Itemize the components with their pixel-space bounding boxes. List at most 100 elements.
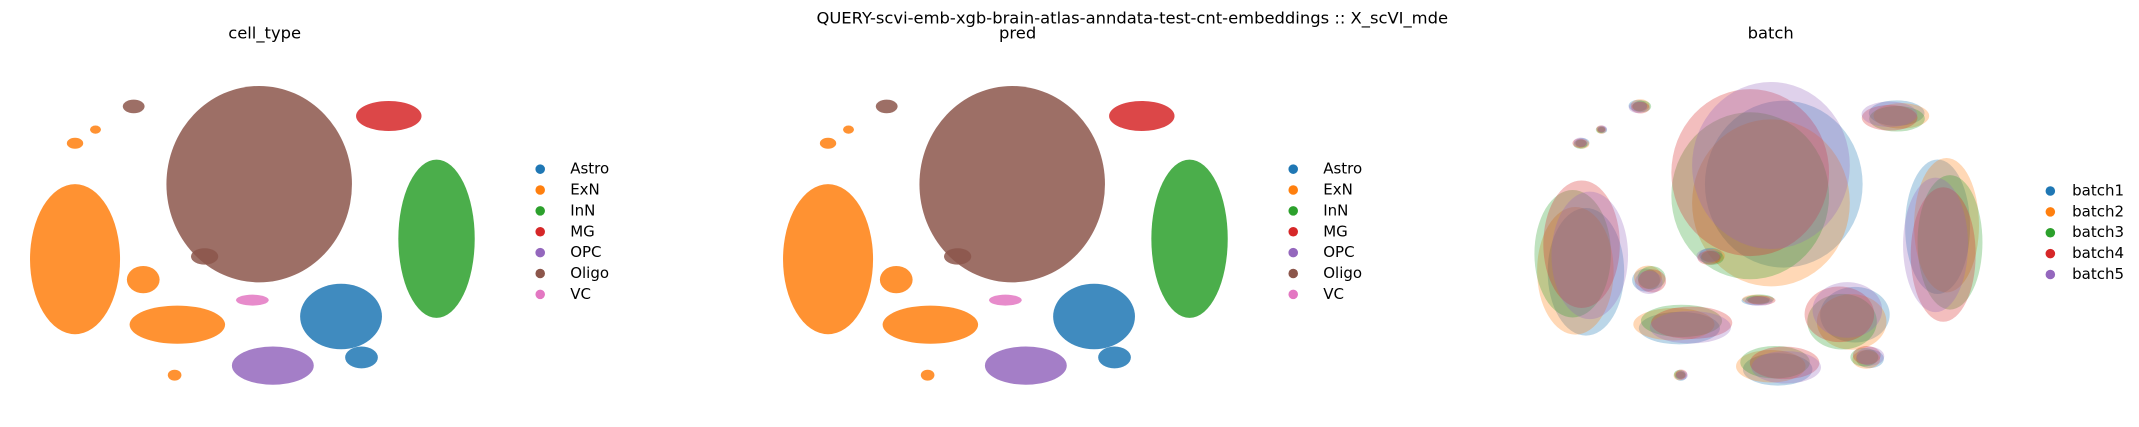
cluster <box>300 283 382 350</box>
cluster <box>1631 99 1650 111</box>
legend-label: MG <box>1323 222 1348 240</box>
cluster <box>1109 100 1175 131</box>
cluster <box>882 305 979 344</box>
cluster <box>30 184 121 335</box>
cluster <box>1692 119 1850 287</box>
cluster <box>1812 282 1883 338</box>
cluster <box>1869 106 1925 132</box>
legend-label: ExN <box>570 181 600 199</box>
cluster <box>1852 350 1881 369</box>
cluster <box>1868 100 1925 126</box>
legend-label: batch4 <box>2072 244 2124 262</box>
panel-title: cell_type <box>228 24 301 44</box>
cluster <box>1740 345 1810 379</box>
figure-title: QUERY-scvi-emb-xgb-brain-atlas-anndata-t… <box>816 9 1448 29</box>
cluster <box>1573 137 1588 147</box>
cluster <box>1640 304 1723 338</box>
legend-marker <box>2045 269 2056 280</box>
legend-label: batch2 <box>2072 202 2124 220</box>
cluster <box>1547 208 1625 336</box>
legend-marker <box>2045 248 2056 259</box>
legend-marker <box>535 227 545 237</box>
cluster <box>1637 266 1666 290</box>
cluster <box>1917 175 1983 310</box>
cluster <box>1905 159 1971 295</box>
cluster <box>1747 295 1776 305</box>
cluster <box>1749 346 1820 380</box>
cluster <box>398 159 475 318</box>
legend-label: VC <box>1323 285 1344 303</box>
cluster <box>1673 370 1686 381</box>
cluster <box>1098 346 1131 369</box>
cluster <box>1595 126 1606 134</box>
cluster <box>1534 189 1611 318</box>
legend-label: InN <box>570 201 595 219</box>
cluster <box>1736 350 1806 383</box>
cluster <box>1572 138 1587 148</box>
cluster <box>1914 157 1979 293</box>
cluster <box>1537 207 1614 335</box>
cluster <box>1751 351 1821 384</box>
cluster <box>235 294 269 306</box>
cluster <box>783 184 874 335</box>
legend-label: Astro <box>570 160 609 178</box>
cluster <box>66 137 84 149</box>
cluster <box>1700 250 1724 265</box>
cluster <box>875 99 898 114</box>
embedding <box>1534 82 1983 386</box>
cluster <box>345 346 378 369</box>
cluster <box>90 125 101 134</box>
cluster <box>129 305 226 344</box>
cluster <box>1671 89 1830 257</box>
cluster <box>1910 187 1976 322</box>
legend-label: ExN <box>1323 181 1353 199</box>
cluster <box>356 100 422 131</box>
cluster <box>1649 311 1731 344</box>
cluster <box>1638 311 1720 345</box>
legend-marker <box>535 289 545 300</box>
legend-label: Astro <box>1323 160 1362 178</box>
legend-marker <box>1288 185 1298 195</box>
cluster <box>843 125 854 134</box>
cluster <box>126 266 160 294</box>
cluster <box>1632 268 1660 292</box>
cluster <box>231 346 314 385</box>
cluster <box>1807 293 1877 350</box>
cluster <box>1692 82 1850 249</box>
legend-marker <box>1288 206 1298 216</box>
cluster <box>1151 159 1228 318</box>
embedding <box>783 85 1228 385</box>
cluster <box>1675 371 1687 381</box>
cluster <box>1744 296 1773 306</box>
cluster <box>1551 191 1629 320</box>
cluster <box>166 85 352 283</box>
cluster <box>989 294 1022 306</box>
cluster <box>1676 370 1688 380</box>
cluster <box>1633 308 1715 341</box>
cluster <box>1697 250 1721 265</box>
cluster <box>167 369 182 381</box>
cluster <box>1633 265 1662 289</box>
cluster <box>1053 283 1135 350</box>
legend-marker <box>1288 227 1298 237</box>
cluster <box>1850 347 1879 367</box>
cluster <box>1804 286 1875 343</box>
cluster <box>1696 249 1720 263</box>
legend-label: batch3 <box>2072 223 2124 241</box>
cluster <box>1638 269 1667 293</box>
legend-label: Oligo <box>1323 264 1362 282</box>
cluster <box>1671 112 1830 280</box>
cluster <box>1741 295 1770 306</box>
cluster <box>1573 139 1588 149</box>
cluster <box>1742 353 1813 386</box>
cluster <box>1856 347 1885 366</box>
cluster <box>1651 306 1733 340</box>
legend-marker <box>535 206 545 216</box>
cluster <box>1701 249 1725 263</box>
cluster <box>1742 294 1771 304</box>
cluster <box>1575 139 1590 149</box>
legend-marker <box>1288 164 1298 174</box>
legend-label: OPC <box>570 243 601 261</box>
cluster <box>1873 103 1930 129</box>
